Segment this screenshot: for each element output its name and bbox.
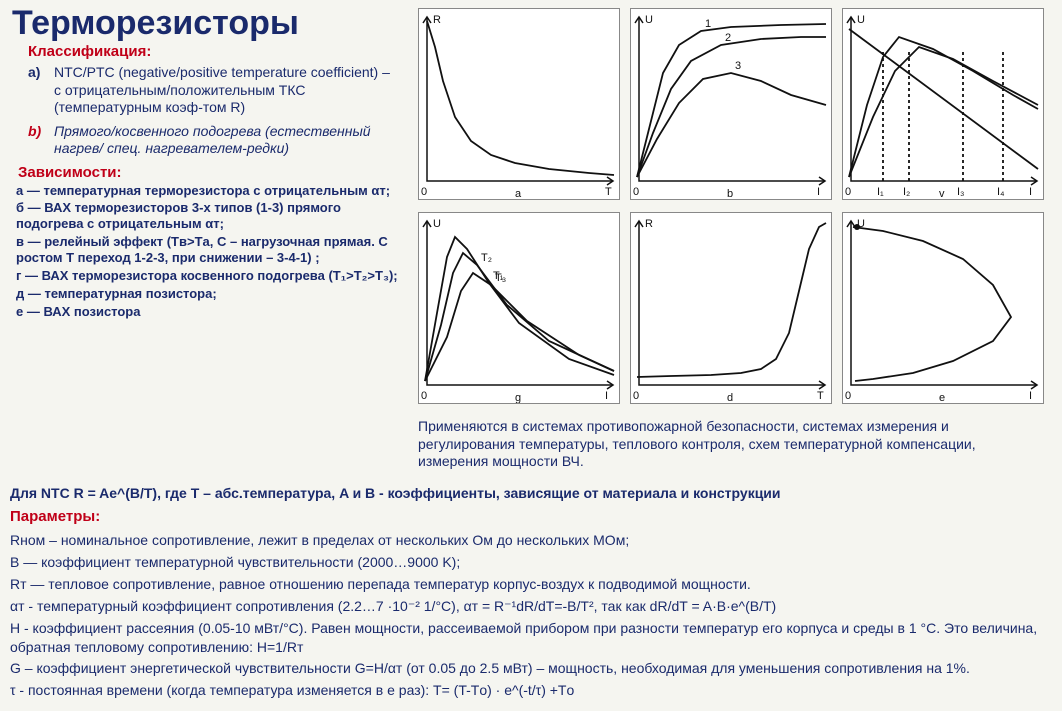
svg-text:T: T bbox=[605, 186, 612, 198]
params-list: Rном – номинальное сопротивление, лежит … bbox=[10, 531, 1050, 700]
svg-text:T₃: T₃ bbox=[495, 272, 506, 284]
svg-text:g: g bbox=[515, 392, 521, 403]
classification-list: NTC/PTC (negative/positive temperature c… bbox=[0, 64, 412, 158]
svg-text:3: 3 bbox=[735, 60, 741, 72]
svg-text:0: 0 bbox=[845, 186, 851, 198]
svg-text:a: a bbox=[515, 188, 522, 199]
ntc-formula: Для NTC R = Ae^(B/T), где T – абс.темпер… bbox=[10, 484, 1050, 503]
svg-text:e: e bbox=[939, 392, 945, 403]
chart-d: R Td 0 bbox=[630, 212, 832, 404]
svg-text:0: 0 bbox=[421, 186, 427, 198]
class-item-a: NTC/PTC (negative/positive temperature c… bbox=[28, 64, 398, 117]
param-item: Rт — тепловое сопротивление, равное отно… bbox=[10, 575, 1050, 594]
param-item: G – коэффициент энергетической чувствите… bbox=[10, 659, 1050, 678]
param-item: H - коэффициент рассеяния (0.05-10 мВт/°… bbox=[10, 619, 1050, 657]
svg-text:I: I bbox=[817, 186, 820, 198]
dependency-item: д — температурная позистора; bbox=[16, 286, 406, 302]
dependencies-list: а — температурная терморезистора с отриц… bbox=[0, 183, 412, 320]
dependency-item: в — релейный эффект (Tв>Tа, С – нагрузоч… bbox=[16, 234, 406, 266]
chart-b: U Ib 0 1 2 3 bbox=[630, 8, 832, 200]
svg-text:0: 0 bbox=[421, 390, 427, 402]
dependency-item: б — ВАХ терморезисторов 3-х типов (1-3) … bbox=[16, 200, 406, 232]
bottom-section: Для NTC R = Ae^(B/T), где T – абс.темпер… bbox=[10, 484, 1050, 703]
chart-grid: RTa0UIb0123UIv0I₁I₂I₃I₄UIg0T₁T₂T₃RTd0UIe… bbox=[418, 8, 1048, 408]
svg-text:0: 0 bbox=[633, 186, 639, 198]
chart-g: UIg0T₁T₂T₃ bbox=[418, 212, 620, 404]
svg-text:0: 0 bbox=[633, 390, 639, 402]
param-item: Rном – номинальное сопротивление, лежит … bbox=[10, 531, 1050, 550]
svg-text:T: T bbox=[817, 390, 824, 402]
svg-text:b: b bbox=[727, 188, 733, 199]
svg-text:T₂: T₂ bbox=[481, 252, 492, 264]
param-item: αт - температурный коэффициент сопротивл… bbox=[10, 597, 1050, 616]
dependency-item: е — ВАХ позистора bbox=[16, 304, 406, 320]
svg-text:I: I bbox=[605, 390, 608, 402]
svg-text:R: R bbox=[433, 14, 441, 26]
params-header: Параметры: bbox=[10, 507, 1050, 527]
svg-text:R: R bbox=[645, 218, 653, 230]
svg-text:0: 0 bbox=[845, 390, 851, 402]
svg-text:U: U bbox=[645, 14, 653, 26]
svg-text:I₂: I₂ bbox=[903, 186, 910, 198]
svg-text:2: 2 bbox=[725, 32, 731, 44]
param-item: τ - постоянная времени (когда температур… bbox=[10, 681, 1050, 700]
svg-text:1: 1 bbox=[705, 18, 711, 30]
class-item-b: Прямого/косвенного подогрева (естественн… bbox=[28, 123, 398, 158]
applications-text: Применяются в системах противопожарной б… bbox=[418, 418, 1038, 471]
chart-v: U Iv 0 I₁ I₂ I₃ I₄ bbox=[842, 8, 1044, 200]
svg-text:I: I bbox=[1029, 390, 1032, 402]
chart-a: R Ta 0 bbox=[418, 8, 620, 200]
chart-e: UIe0 bbox=[842, 212, 1044, 404]
svg-text:U: U bbox=[433, 218, 441, 230]
svg-text:I₃: I₃ bbox=[957, 186, 965, 198]
svg-text:I: I bbox=[1029, 186, 1032, 198]
svg-text:d: d bbox=[727, 392, 733, 403]
dependency-item: г — ВАХ терморезистора косвенного подогр… bbox=[16, 268, 406, 284]
svg-text:U: U bbox=[857, 14, 865, 26]
dependency-item: а — температурная терморезистора с отриц… bbox=[16, 183, 406, 199]
svg-text:I₁: I₁ bbox=[877, 186, 884, 198]
param-item: B — коэффициент температурной чувствител… bbox=[10, 553, 1050, 572]
svg-text:v: v bbox=[939, 188, 945, 199]
svg-text:I₄: I₄ bbox=[997, 186, 1005, 198]
